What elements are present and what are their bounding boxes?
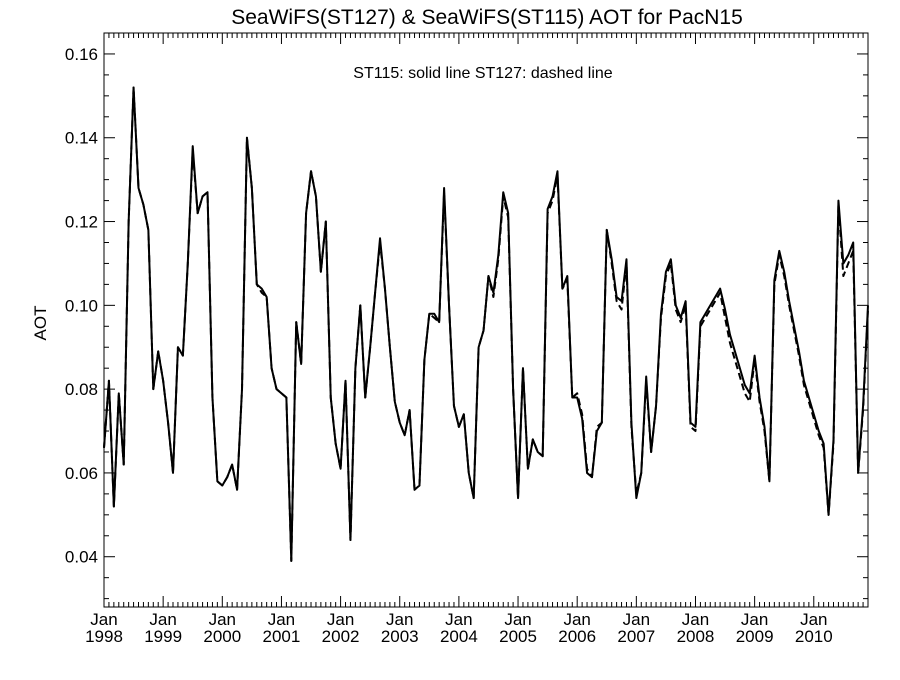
x-tick-year-label: 2003 [381, 627, 419, 646]
series-line-st127 [103, 86, 869, 562]
line-style-legend: ST115: solid line ST127: dashed line [353, 65, 613, 82]
x-tick-month-label: Jan [504, 610, 531, 629]
x-tick-month-label: Jan [327, 610, 354, 629]
x-tick-month-label: Jan [445, 610, 472, 629]
y-axis-label: AOT [31, 306, 50, 341]
x-tick-month-label: Jan [90, 610, 117, 629]
x-tick-month-label: Jan [741, 610, 768, 629]
x-tick-year-label: 1999 [144, 627, 182, 646]
y-tick-label: 0.10 [65, 296, 98, 315]
x-tick-year-label: 2005 [499, 627, 537, 646]
series-line-st115 [103, 86, 869, 562]
x-tick-month-label: Jan [563, 610, 590, 629]
x-tick-month-label: Jan [682, 610, 709, 629]
chart-title: SeaWiFS(ST127) & SeaWiFS(ST115) AOT for … [231, 6, 743, 29]
x-tick-month-label: Jan [268, 610, 295, 629]
y-tick-label: 0.06 [65, 464, 98, 483]
x-tick-year-label: 1998 [85, 627, 123, 646]
x-tick-year-label: 2000 [203, 627, 241, 646]
x-tick-year-label: 2006 [558, 627, 596, 646]
x-tick-month-label: Jan [209, 610, 236, 629]
y-axis: 0.04 0.06 0.08 0.10 0.12 0.14 0.16 [65, 32, 868, 600]
x-tick-year-label: 2002 [322, 627, 360, 646]
x-axis: Jan1998Jan1999Jan2000Jan2001Jan2002Jan20… [85, 33, 869, 646]
y-tick-label: 0.08 [65, 380, 98, 399]
x-tick-year-label: 2009 [736, 627, 774, 646]
y-tick-label: 0.14 [65, 129, 98, 148]
x-tick-year-label: 2001 [263, 627, 301, 646]
x-tick-month-label: Jan [386, 610, 413, 629]
y-tick-label: 0.12 [65, 213, 98, 232]
y-tick-label: 0.04 [65, 548, 98, 567]
x-tick-year-label: 2004 [440, 627, 478, 646]
x-tick-month-label: Jan [800, 610, 827, 629]
plot-frame [103, 32, 869, 608]
x-tick-month-label: Jan [149, 610, 176, 629]
y-tick-label: 0.16 [65, 45, 98, 64]
x-tick-year-label: 2010 [795, 627, 833, 646]
x-tick-month-label: Jan [623, 610, 650, 629]
x-tick-year-label: 2008 [677, 627, 715, 646]
series-layer [103, 86, 869, 562]
x-tick-year-label: 2007 [617, 627, 655, 646]
